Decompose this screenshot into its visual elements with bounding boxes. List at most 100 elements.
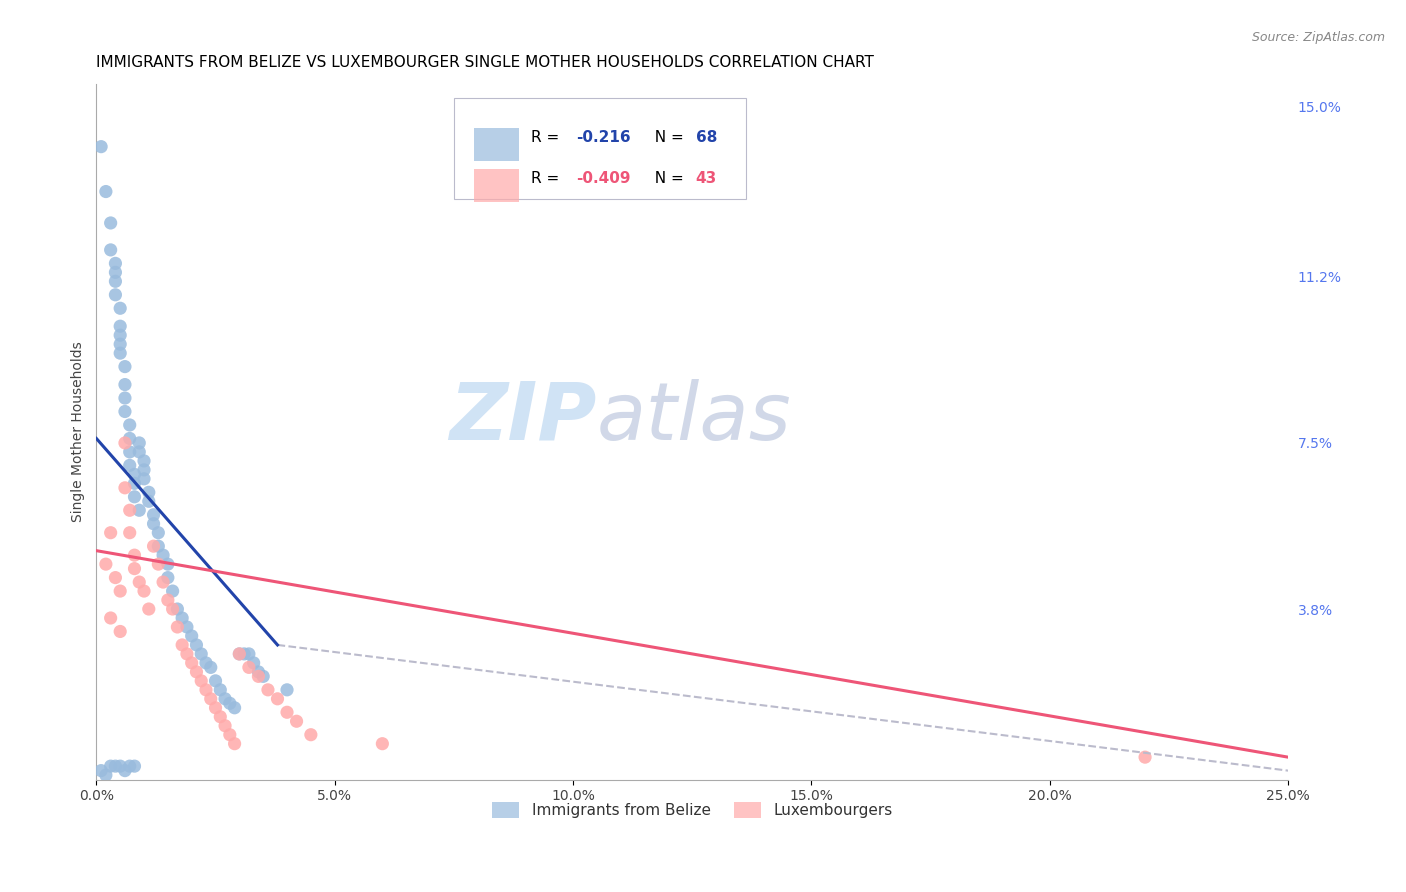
Point — [148, 557, 170, 571]
Point — [114, 377, 136, 392]
Point — [108, 346, 131, 360]
Point — [238, 660, 260, 674]
Point — [100, 759, 122, 773]
Point — [190, 647, 212, 661]
Text: R =: R = — [531, 130, 564, 145]
Point — [124, 476, 146, 491]
Point — [195, 656, 218, 670]
Point — [218, 696, 240, 710]
Text: N =: N = — [644, 171, 688, 186]
Point — [108, 624, 131, 639]
Point — [128, 436, 150, 450]
Point — [104, 759, 127, 773]
Point — [118, 525, 141, 540]
Text: Source: ZipAtlas.com: Source: ZipAtlas.com — [1251, 31, 1385, 45]
Point — [132, 454, 155, 468]
Point — [176, 647, 198, 661]
Point — [114, 436, 136, 450]
Point — [132, 463, 155, 477]
Point — [186, 665, 208, 679]
Point — [228, 647, 250, 661]
Point — [100, 243, 122, 257]
Point — [108, 301, 131, 316]
Point — [138, 494, 160, 508]
Point — [94, 768, 117, 782]
Text: R =: R = — [531, 171, 564, 186]
Point — [276, 682, 298, 697]
Point — [224, 737, 246, 751]
Point — [142, 516, 165, 531]
Point — [218, 728, 240, 742]
Point — [285, 714, 308, 729]
Point — [114, 359, 136, 374]
Point — [142, 508, 165, 522]
Point — [128, 445, 150, 459]
Point — [224, 700, 246, 714]
Point — [104, 274, 127, 288]
Point — [118, 445, 141, 459]
Text: -0.409: -0.409 — [576, 171, 631, 186]
Point — [124, 467, 146, 482]
Point — [114, 764, 136, 778]
Text: atlas: atlas — [598, 379, 792, 457]
Point — [156, 593, 179, 607]
Point — [90, 764, 112, 778]
Point — [148, 539, 170, 553]
Point — [118, 432, 141, 446]
Point — [162, 602, 184, 616]
Point — [148, 525, 170, 540]
Point — [204, 673, 226, 688]
Point — [214, 719, 236, 733]
Point — [128, 503, 150, 517]
Point — [118, 759, 141, 773]
Point — [186, 638, 208, 652]
Point — [104, 256, 127, 270]
Point — [94, 185, 117, 199]
Point — [108, 337, 131, 351]
Point — [114, 481, 136, 495]
Point — [195, 682, 218, 697]
Point — [214, 691, 236, 706]
Point — [247, 665, 270, 679]
Point — [252, 669, 274, 683]
Point — [233, 647, 256, 661]
Point — [228, 647, 250, 661]
Point — [162, 584, 184, 599]
Point — [108, 328, 131, 343]
Point — [200, 691, 222, 706]
Point — [100, 216, 122, 230]
Point — [166, 602, 188, 616]
Point — [238, 647, 260, 661]
Point — [108, 759, 131, 773]
Point — [138, 602, 160, 616]
Point — [242, 656, 264, 670]
Point — [276, 706, 298, 720]
Point — [132, 472, 155, 486]
Text: 68: 68 — [696, 130, 717, 145]
Point — [204, 700, 226, 714]
FancyBboxPatch shape — [454, 98, 745, 199]
Point — [124, 548, 146, 562]
Text: ZIP: ZIP — [450, 379, 598, 457]
Point — [257, 682, 280, 697]
Point — [94, 557, 117, 571]
Point — [100, 525, 122, 540]
Point — [180, 656, 202, 670]
Point — [200, 660, 222, 674]
Point — [132, 584, 155, 599]
Legend: Immigrants from Belize, Luxembourgers: Immigrants from Belize, Luxembourgers — [486, 796, 898, 824]
Bar — [474, 169, 519, 202]
Point — [104, 571, 127, 585]
Point — [156, 557, 179, 571]
Point — [104, 265, 127, 279]
Point — [114, 404, 136, 418]
Point — [1133, 750, 1156, 764]
Point — [104, 287, 127, 301]
Point — [172, 611, 194, 625]
Point — [118, 503, 141, 517]
Point — [114, 391, 136, 405]
Point — [180, 629, 202, 643]
Point — [176, 620, 198, 634]
Point — [166, 620, 188, 634]
Text: -0.216: -0.216 — [576, 130, 631, 145]
